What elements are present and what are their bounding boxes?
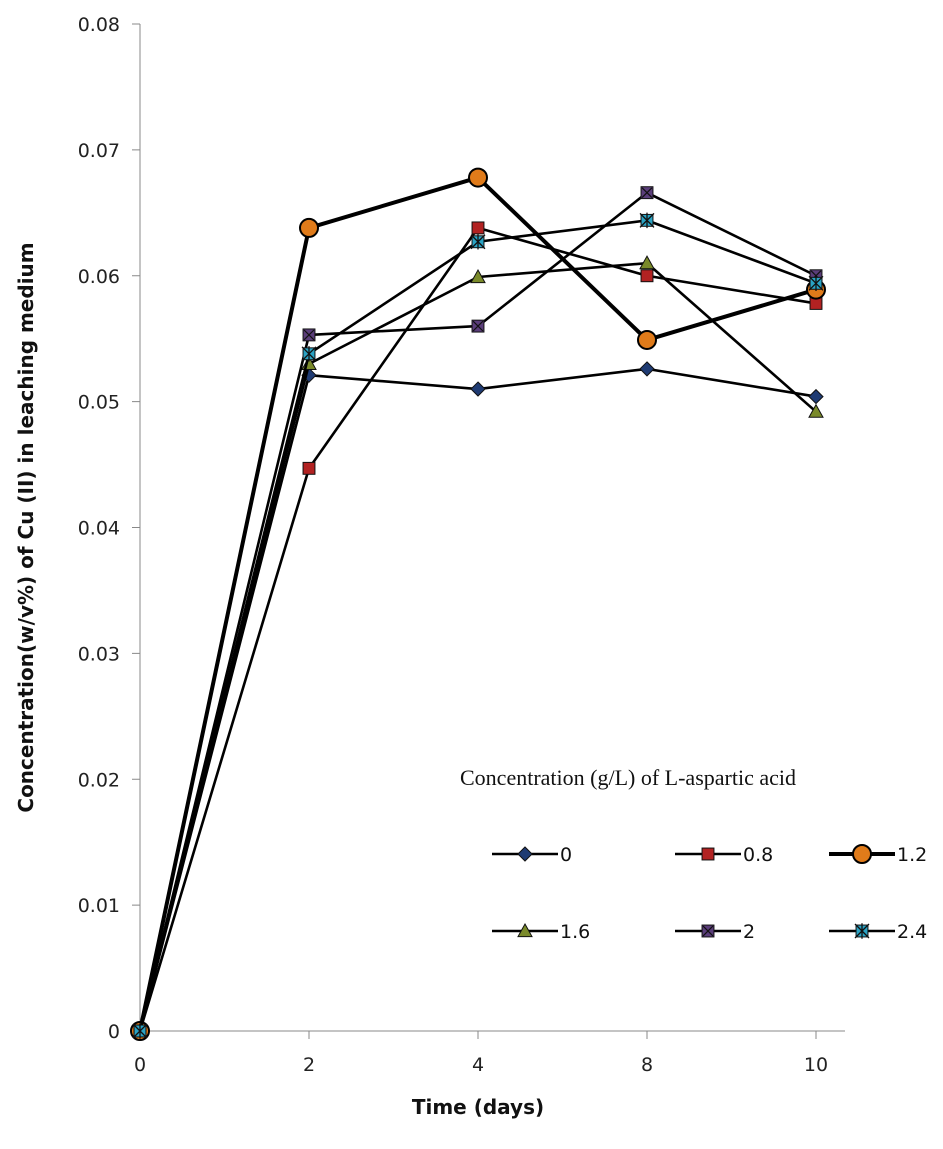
- marker-star-cross: [854, 923, 870, 939]
- series-1-2: [130, 167, 826, 1041]
- series-line: [138, 219, 817, 1032]
- marker-xsquare: [302, 328, 316, 342]
- marker-xsquare: [471, 319, 485, 333]
- legend-item: 1.2: [829, 844, 927, 866]
- marker-star-cross: [301, 346, 317, 362]
- marker-circle: [299, 217, 319, 238]
- legend-label: 0.8: [743, 844, 773, 866]
- y-tick-label: 0.03: [78, 643, 120, 665]
- legend-label: 1.6: [560, 921, 590, 943]
- marker-star: [470, 234, 486, 250]
- marker-circle: [637, 329, 657, 350]
- y-tick-label: 0.04: [78, 518, 120, 540]
- y-tick-label: 0.07: [78, 140, 120, 162]
- marker-triangle: [808, 403, 824, 418]
- legend-item: 2.4: [829, 921, 927, 943]
- y-tick-label: 0: [108, 1021, 120, 1043]
- legend-item: 0: [492, 844, 572, 866]
- marker-xsquare-cross: [303, 329, 315, 341]
- marker-star-cross: [639, 212, 655, 229]
- marker-diamond: [517, 846, 533, 862]
- marker-diamond: [808, 388, 824, 405]
- marker-diamond: [639, 361, 655, 377]
- marker-xsquare-cross: [641, 187, 653, 198]
- legend-title: Concentration (g/L) of L-aspartic acid: [460, 765, 796, 790]
- legend-item: 2: [675, 921, 755, 943]
- marker-star-cross: [470, 234, 486, 250]
- series-line: [138, 175, 817, 1032]
- y-axis-title: Concentration(w/v%) of Cu (II) in leachi…: [14, 242, 38, 812]
- marker-circle: [468, 167, 488, 188]
- marker-star-cross: [808, 275, 824, 292]
- marker-triangle: [517, 922, 533, 938]
- legend-label: 0: [560, 844, 572, 866]
- marker-star: [808, 275, 824, 292]
- legend: 0 0.8 1.2 1.6 2 2.4: [492, 844, 927, 943]
- y-tick-label: 0.02: [78, 769, 120, 791]
- series-2: [133, 186, 823, 1038]
- y-tick-label: 0.05: [78, 392, 120, 414]
- marker-star-cross: [132, 1023, 148, 1039]
- marker-square: [640, 269, 654, 283]
- marker-diamond: [470, 381, 486, 397]
- y-tick-label: 0.08: [78, 14, 120, 36]
- legend-item: 0.8: [675, 844, 773, 866]
- marker-xsquare: [701, 924, 715, 938]
- series-0: [132, 361, 824, 1039]
- x-axis: 0 2 4 8 10: [134, 1030, 845, 1076]
- marker-star: [639, 212, 655, 229]
- y-tick-label: 0.06: [78, 266, 120, 288]
- series-line: [138, 261, 817, 1032]
- x-tick-label: 10: [804, 1054, 828, 1076]
- marker-triangle: [470, 268, 486, 284]
- marker-xsquare: [640, 186, 654, 200]
- marker-circle: [852, 844, 872, 864]
- x-tick-label: 4: [472, 1054, 484, 1076]
- x-tick-label: 0: [134, 1054, 146, 1076]
- marker-square: [471, 221, 485, 235]
- x-tick-label: 8: [641, 1054, 653, 1076]
- marker-xsquare-cross: [702, 925, 714, 937]
- y-axis: 0 0.01 0.02 0.03 0.04 0.05 0.06 0.07 0.08: [78, 14, 141, 1043]
- x-axis-title: Time (days): [412, 1095, 544, 1119]
- marker-square: [302, 461, 316, 475]
- marker-square: [701, 847, 715, 861]
- legend-label: 1.2: [897, 844, 927, 866]
- series-layer: [130, 167, 826, 1041]
- series-2-4: [132, 212, 824, 1039]
- marker-star: [854, 923, 870, 939]
- marker-star: [301, 346, 317, 362]
- legend-label: 2.4: [897, 921, 927, 943]
- legend-label: 2: [743, 921, 755, 943]
- legend-item: 1.6: [492, 921, 590, 943]
- y-tick-label: 0.01: [78, 895, 120, 917]
- x-tick-label: 2: [303, 1054, 315, 1076]
- marker-star: [132, 1023, 148, 1039]
- marker-xsquare-cross: [472, 320, 484, 332]
- marker-triangle: [639, 255, 655, 270]
